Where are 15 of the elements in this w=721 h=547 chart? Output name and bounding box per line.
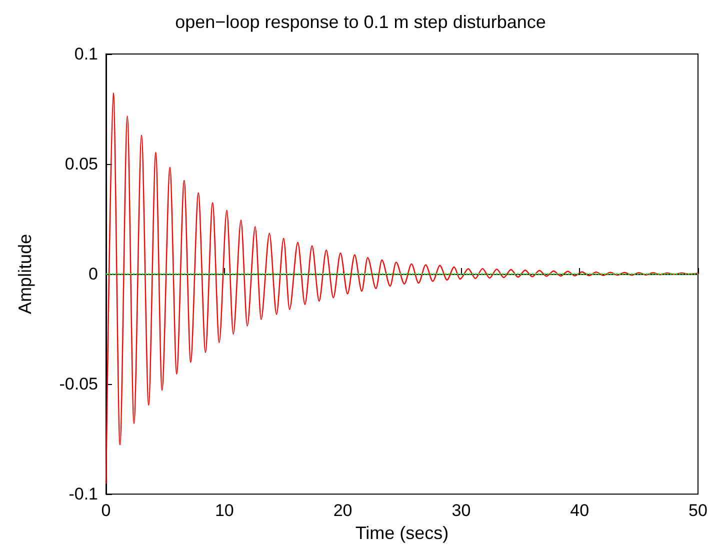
y-tick-label: 0	[88, 264, 98, 284]
x-tick-label: 30	[452, 501, 471, 520]
line-series	[105, 92, 699, 484]
x-axis-title: Time (secs)	[355, 523, 449, 543]
x-tick-label: 20	[333, 501, 352, 520]
x-tick-label: 50	[688, 501, 708, 520]
y-tick-label: -0.05	[59, 374, 98, 394]
x-tick-label: 10	[214, 501, 234, 520]
x-tick-label: 0	[101, 501, 111, 520]
chart-title: open−loop response to 0.1 m step disturbance	[175, 12, 546, 32]
x-tick-label: 40	[570, 501, 590, 520]
y-tick-label: 0.1	[74, 44, 98, 64]
y-axis-title: Amplitude	[15, 234, 35, 314]
y-tick-label: 0.05	[64, 154, 98, 174]
y-tick-label: -0.1	[68, 484, 98, 504]
